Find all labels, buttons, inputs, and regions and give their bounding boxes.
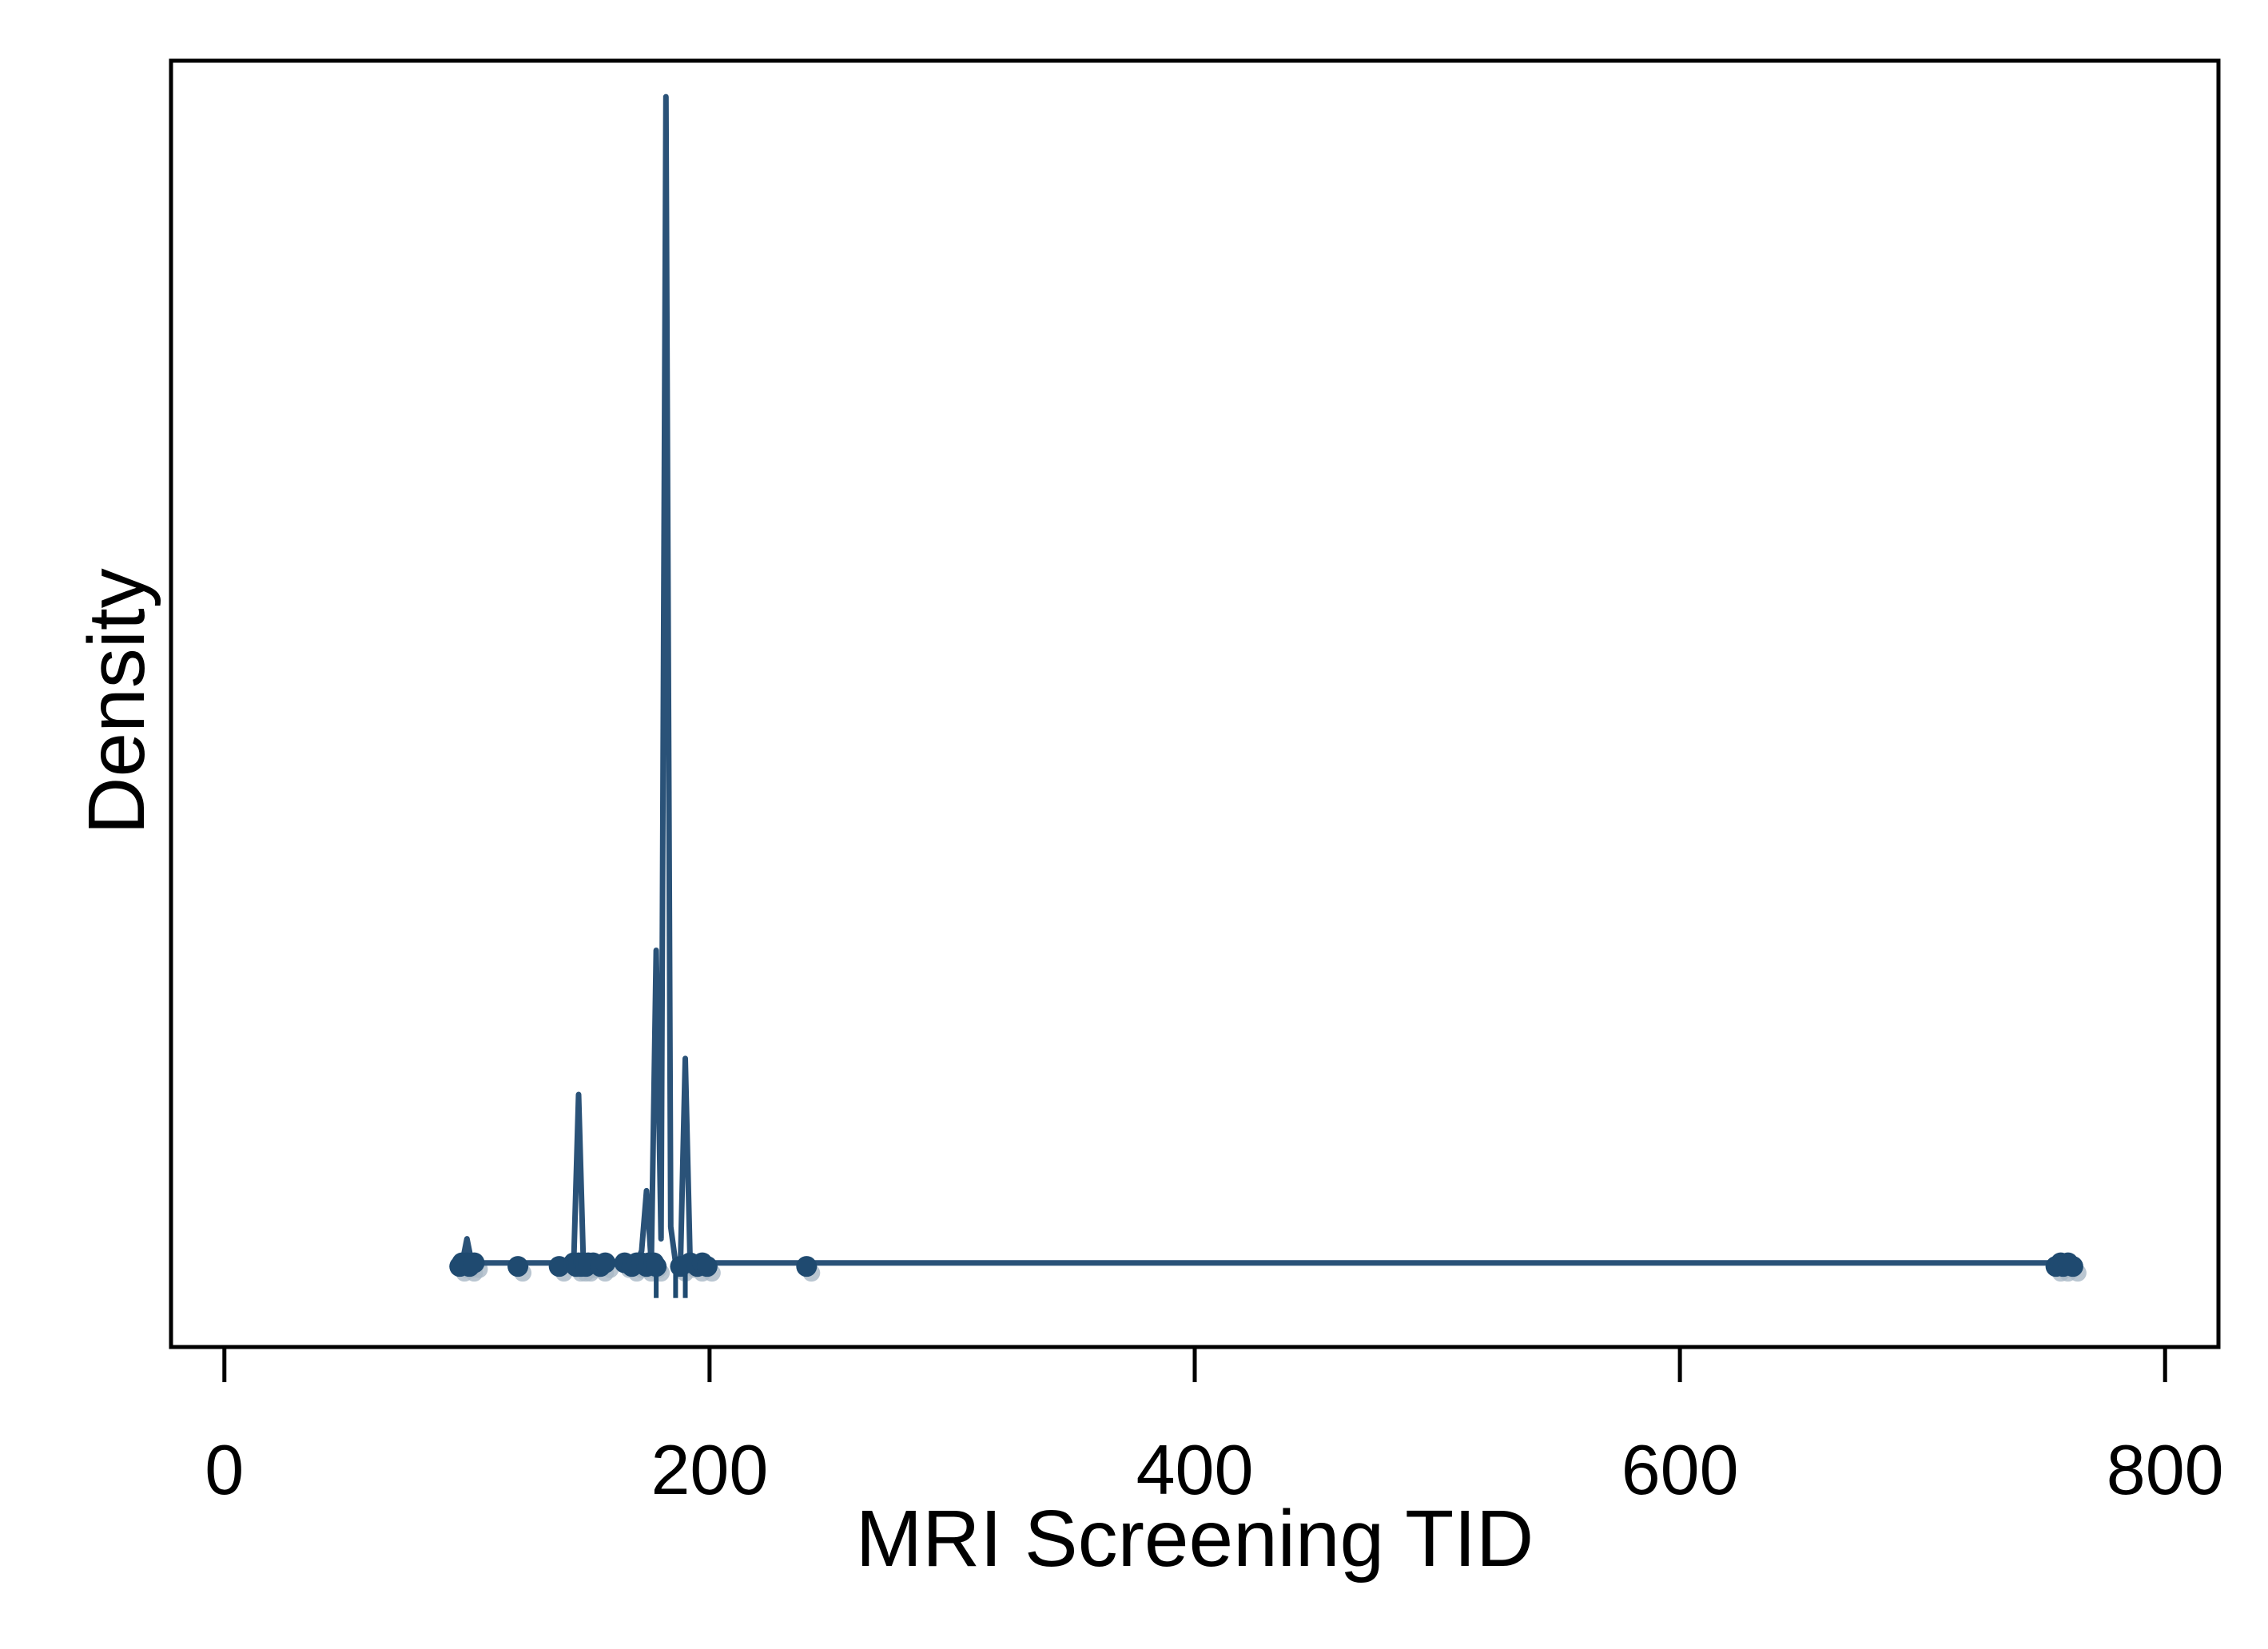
x-axis-title: MRI Screening TID xyxy=(856,1494,1534,1583)
data-point xyxy=(2062,1256,2083,1277)
density-line xyxy=(459,93,2073,1266)
data-point xyxy=(595,1252,616,1274)
plot-frame xyxy=(169,58,2221,1349)
data-point xyxy=(646,1256,667,1277)
data-point xyxy=(696,1256,718,1277)
x-tick-label: 600 xyxy=(1621,1430,1739,1509)
y-axis-title: Density xyxy=(72,568,161,834)
x-tick-label: 200 xyxy=(651,1430,768,1509)
x-axis: 0 200 400 600 800 xyxy=(171,1345,2224,1509)
data-point xyxy=(507,1256,529,1277)
data-point xyxy=(796,1256,818,1277)
x-tick-label: 800 xyxy=(2107,1430,2224,1509)
x-tick-label: 400 xyxy=(1136,1430,1254,1509)
data-point xyxy=(464,1252,485,1274)
x-tick-label: 0 xyxy=(205,1430,244,1509)
chart-marks xyxy=(449,93,2087,1298)
